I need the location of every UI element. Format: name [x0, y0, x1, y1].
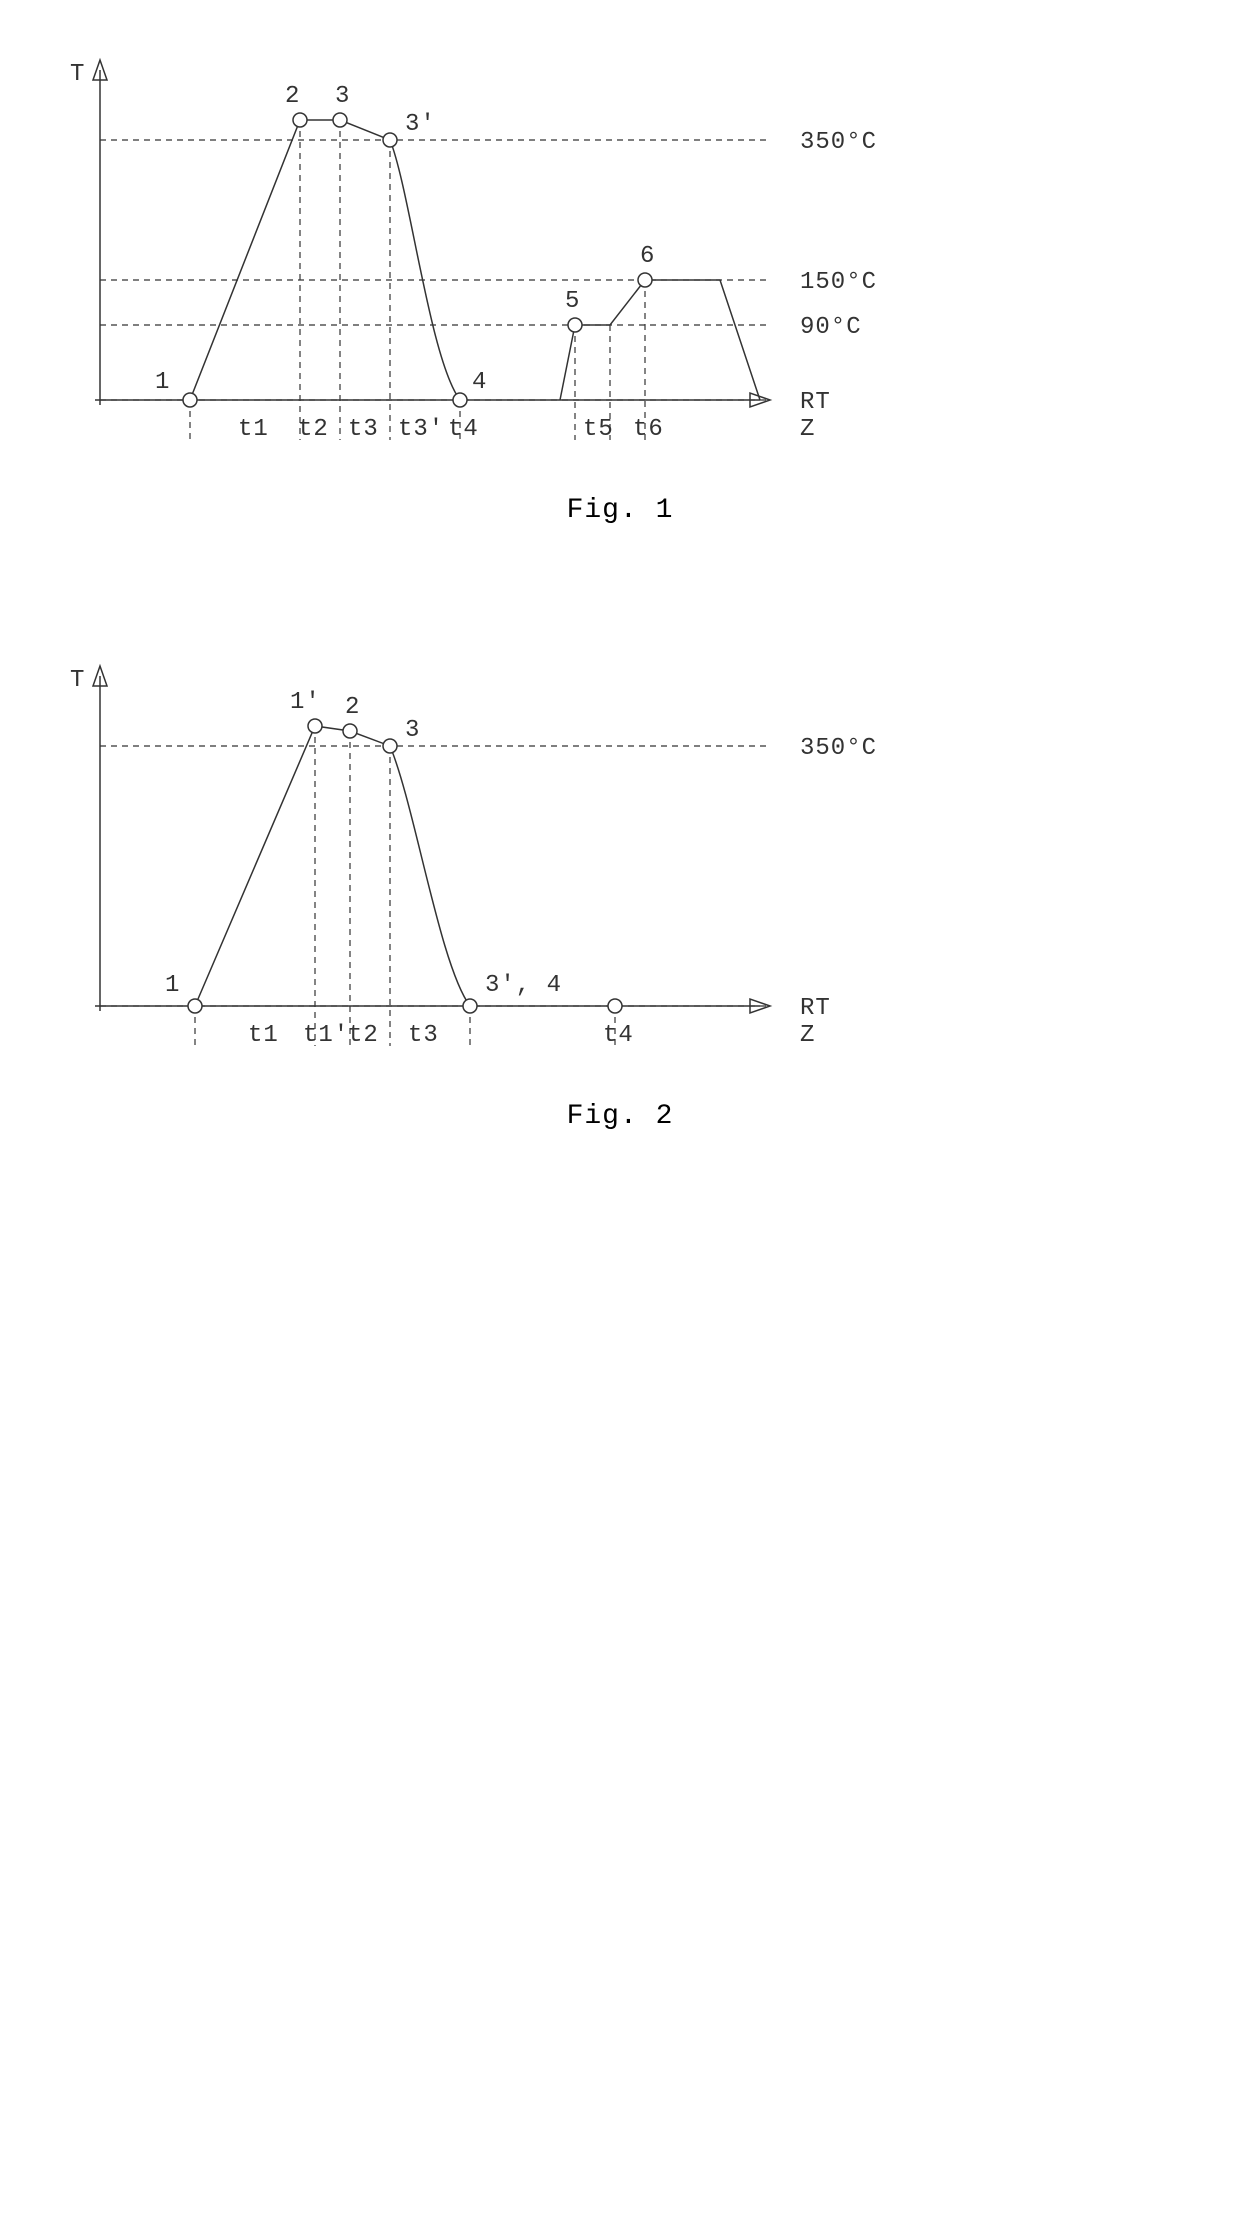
svg-text:t5: t5 [583, 416, 614, 443]
svg-text:t2: t2 [298, 416, 329, 443]
svg-text:t2: t2 [348, 1022, 379, 1049]
svg-text:350°C: 350°C [800, 129, 877, 156]
svg-text:2: 2 [345, 694, 360, 721]
fig1-svg: 350°C 150°C 90°C RT T Zt1 t2 t3 t3't4 t5 t6 1 2 3 4 5 6 3… [40, 40, 940, 460]
svg-text:t4: t4 [603, 1022, 634, 1049]
svg-text:t1: t1 [238, 416, 269, 443]
svg-text:t1': t1' [303, 1022, 349, 1049]
svg-text:1: 1 [165, 972, 180, 999]
fig1-caption: Fig. 1 [40, 495, 1200, 526]
figure-2: 350°C RT T Zt1 t1't2 t3 t4 1 2 3 1' 3', 4 Fig. 2 [40, 646, 1200, 1132]
svg-text:t6: t6 [633, 416, 664, 443]
svg-text:t3: t3 [348, 416, 379, 443]
svg-text:150°C: 150°C [800, 269, 877, 296]
svg-text:3', 4: 3', 4 [485, 972, 562, 999]
fig2-svg: 350°C RT T Zt1 t1't2 t3 t4 1 2 3 1' 3', 4 [40, 646, 940, 1066]
svg-text:T: T [70, 61, 85, 88]
svg-text:3: 3 [335, 83, 350, 110]
svg-text:350°C: 350°C [800, 735, 877, 762]
svg-text:4: 4 [472, 369, 487, 396]
svg-text:t1: t1 [248, 1022, 279, 1049]
svg-text:3': 3' [405, 111, 436, 138]
svg-text:t3': t3' [398, 416, 444, 443]
svg-text:90°C: 90°C [800, 314, 862, 341]
svg-text:5: 5 [565, 288, 580, 315]
svg-text:Z: Z [800, 1022, 815, 1049]
svg-text:t3: t3 [408, 1022, 439, 1049]
fig2-caption: Fig. 2 [40, 1101, 1200, 1132]
svg-text:1': 1' [290, 689, 321, 716]
svg-text:RT: RT [800, 995, 831, 1022]
svg-text:3: 3 [405, 717, 420, 744]
svg-text:Z: Z [800, 416, 815, 443]
svg-text:1: 1 [155, 369, 170, 396]
figure-1: 350°C 150°C 90°C RT T Zt1 t2 t3 t3't4 t5 t6 1 2 3 4 5 6 3… [40, 40, 1200, 526]
svg-text:T: T [70, 667, 85, 694]
svg-text:t4: t4 [448, 416, 479, 443]
svg-text:RT: RT [800, 389, 831, 416]
svg-text:2: 2 [285, 83, 300, 110]
svg-text:6: 6 [640, 243, 655, 270]
